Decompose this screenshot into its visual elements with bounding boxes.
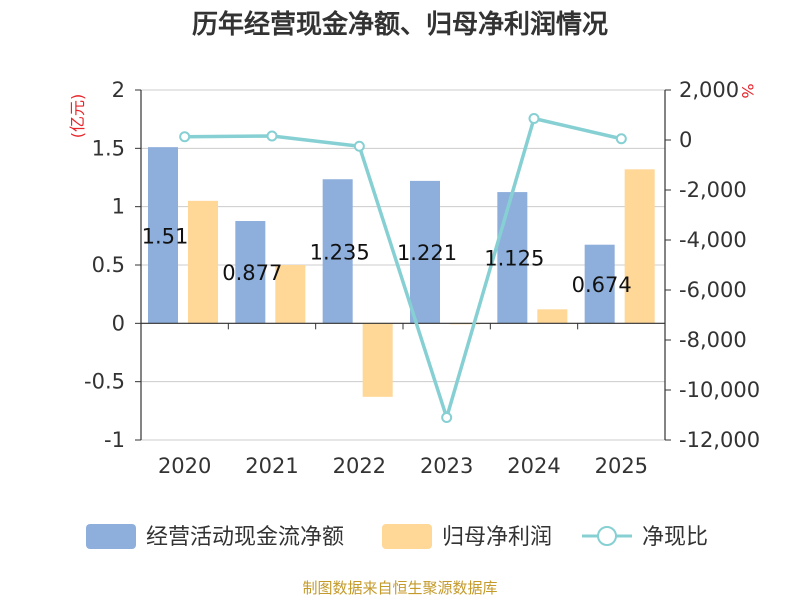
left-axis-tick-label: -1 — [104, 428, 125, 452]
right-axis-unit: % — [738, 83, 757, 98]
legend[interactable]: 经营活动现金流净额 归母净利润 净现比 — [86, 524, 708, 550]
bar-cash-flow — [410, 180, 440, 324]
legend-label-cash-flow: 经营活动现金流净额 — [146, 525, 344, 550]
legend-marker-ratio — [597, 526, 617, 546]
ratio-point — [528, 113, 540, 124]
right-axis-tick-label: -12,000 — [679, 428, 760, 452]
bar-net-profit — [537, 309, 568, 324]
bar-net-profit — [188, 200, 218, 324]
right-axis-tick-label: -2,000 — [679, 178, 747, 202]
data-labels: 1.51 0.877 1.235 1.221 1.125 0.674 — [142, 224, 632, 297]
bar-cash-flow — [235, 221, 266, 324]
bars — [148, 147, 655, 397]
right-axis-tick-label: -6,000 — [679, 278, 747, 302]
left-axis-tick-label: 1.5 — [92, 136, 125, 160]
bar-cash-flow — [148, 147, 178, 324]
right-axis-tick-label: 2,000 — [679, 78, 739, 102]
category-label: 2023 — [420, 454, 473, 478]
ratio-point — [266, 130, 278, 142]
bar-value-label: 1.51 — [142, 224, 189, 248]
bar-net-profit — [275, 265, 306, 324]
category-label: 2025 — [595, 454, 648, 478]
ratio-point — [353, 140, 365, 152]
right-axis-tick-label: -4,000 — [679, 228, 747, 252]
axes: 21.510.50-0.5-12,0000-2,000-4,000-6,000-… — [84, 78, 760, 478]
legend-swatch-cash-flow — [86, 524, 136, 549]
category-label: 2024 — [507, 454, 560, 478]
left-axis-tick-label: 2 — [112, 78, 125, 102]
left-axis-tick-label: 1 — [112, 195, 125, 219]
ratio-line — [179, 113, 627, 423]
chart-title: 历年经营现金净额、归母净利润情况 — [192, 9, 608, 40]
right-axis-tick-label: -10,000 — [679, 378, 760, 402]
bar-value-label: 0.674 — [572, 273, 632, 297]
bar-net-profit — [362, 323, 393, 397]
ratio-point — [441, 412, 453, 423]
legend-swatch-net-profit — [382, 524, 432, 549]
left-axis-unit: (亿元) — [68, 94, 87, 139]
bar-cash-flow — [584, 244, 615, 324]
bar-value-label: 0.877 — [222, 261, 282, 285]
category-label: 2021 — [245, 454, 298, 478]
legend-label-ratio: 净现比 — [642, 525, 708, 550]
ratio-point — [179, 131, 191, 143]
bar-value-label: 1.235 — [310, 240, 370, 264]
right-axis-tick-label: 0 — [679, 128, 692, 152]
category-label: 2022 — [333, 454, 386, 478]
bar-cash-flow — [497, 192, 528, 324]
bar-value-label: 1.125 — [484, 247, 544, 271]
data-source: 制图数据来自恒生聚源数据库 — [302, 579, 497, 597]
legend-label-net-profit: 归母净利润 — [442, 525, 552, 550]
left-axis-tick-label: 0.5 — [92, 253, 125, 277]
category-label: 2020 — [158, 454, 211, 478]
left-axis-tick-label: -0.5 — [84, 370, 125, 394]
right-axis-tick-label: -8,000 — [679, 328, 747, 352]
ratio-point — [615, 133, 627, 145]
bar-value-label: 1.221 — [397, 241, 457, 265]
bar-cash-flow — [322, 179, 353, 324]
left-axis-tick-label: 0 — [112, 311, 125, 335]
bar-net-profit — [624, 169, 655, 324]
ratio-line-path — [184, 116, 622, 420]
